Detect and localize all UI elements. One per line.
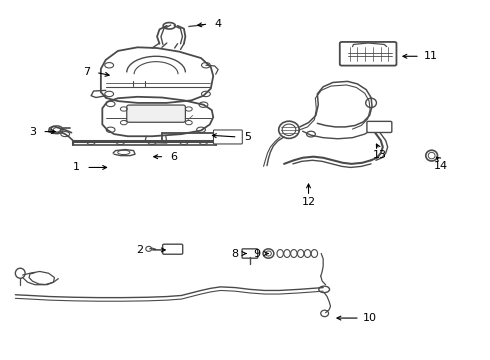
Text: 3: 3 [29,127,36,136]
Text: 13: 13 [372,150,387,160]
Text: 6: 6 [171,152,178,162]
Text: 2: 2 [136,245,144,255]
FancyBboxPatch shape [242,249,258,258]
Text: 4: 4 [215,19,221,29]
Text: 12: 12 [301,197,316,207]
Text: 14: 14 [433,161,447,171]
Text: 5: 5 [244,132,251,142]
FancyBboxPatch shape [163,244,183,254]
Text: 7: 7 [83,67,90,77]
Text: 1: 1 [73,162,80,172]
Text: 9: 9 [254,248,261,258]
Text: 10: 10 [363,313,377,323]
FancyBboxPatch shape [367,121,392,132]
FancyBboxPatch shape [127,105,185,122]
Text: 11: 11 [424,51,438,61]
Text: 8: 8 [232,248,239,258]
FancyBboxPatch shape [340,42,396,66]
FancyBboxPatch shape [214,130,243,144]
